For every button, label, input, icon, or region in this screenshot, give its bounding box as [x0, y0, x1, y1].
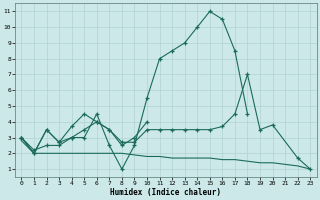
X-axis label: Humidex (Indice chaleur): Humidex (Indice chaleur)	[110, 188, 221, 197]
